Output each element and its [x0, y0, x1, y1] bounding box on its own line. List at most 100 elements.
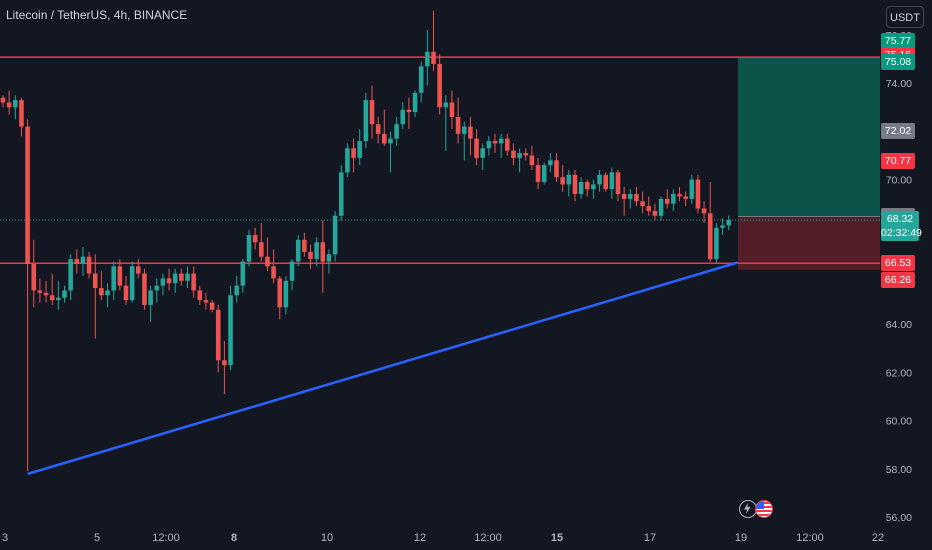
candle-body [31, 263, 37, 291]
candle-body [191, 273, 196, 291]
price-tick-label: 56.00 [886, 512, 912, 524]
candle-body [222, 360, 227, 366]
profit-zone [738, 57, 880, 217]
candle-body [166, 278, 172, 284]
candle-body [259, 242, 264, 257]
candle-body [185, 273, 190, 281]
loss-zone [738, 216, 880, 270]
candle-body [265, 256, 270, 267]
candle-body [683, 196, 688, 199]
candle-body [701, 208, 707, 214]
time-tick-label: 15 [551, 532, 563, 544]
price-tag: 75.77 [881, 32, 915, 49]
candle-body [25, 126, 30, 264]
candle-body [591, 184, 596, 190]
candle-body [197, 290, 203, 301]
candle-body [209, 302, 215, 310]
candle-body [437, 63, 442, 108]
candle-body [443, 102, 449, 108]
candle-body [554, 160, 559, 178]
candle-body [603, 174, 608, 190]
candle-body [671, 194, 676, 204]
candle-body [277, 278, 283, 308]
candle-body [461, 126, 467, 134]
candle-body [541, 165, 547, 183]
candle-body [203, 300, 209, 303]
candle-body [566, 174, 572, 185]
candle-body [56, 297, 61, 301]
candle-body [154, 285, 160, 291]
candle-body [43, 292, 49, 296]
candle-body [308, 251, 313, 260]
candle-body [129, 266, 135, 301]
candle-body [714, 227, 719, 260]
candle-body [406, 109, 412, 113]
time-tick-label: 3 [2, 532, 8, 544]
candle-body [468, 126, 473, 139]
candle-body [628, 194, 633, 199]
time-tick-label: 19 [735, 532, 747, 544]
candle-body [621, 194, 627, 199]
time-tick-label: 8 [231, 532, 237, 544]
candle-body [369, 100, 375, 125]
candle-body [49, 295, 55, 301]
candle-body [492, 141, 498, 144]
candle-body [418, 66, 424, 93]
candle-body [320, 242, 326, 262]
candle-body [658, 198, 664, 216]
candle-body [111, 266, 116, 291]
candle-body [689, 179, 695, 199]
candle-body [105, 290, 110, 296]
candle-body [511, 150, 516, 158]
candle-body [449, 102, 455, 117]
time-tick-label: 12 [414, 532, 426, 544]
time-tick-label: 10 [321, 532, 333, 544]
candle-body [228, 295, 233, 366]
candle-body [148, 290, 153, 305]
candle-body [37, 290, 43, 293]
candle-body [375, 124, 381, 134]
candle-body [302, 239, 307, 252]
candle-body [357, 141, 362, 158]
us-flag-icon[interactable] [755, 500, 773, 518]
candle-body [707, 213, 713, 260]
candle-body [123, 285, 129, 301]
candle-body [634, 194, 639, 202]
candle-body [431, 51, 436, 64]
candle-body [363, 100, 369, 142]
candle-body [695, 179, 701, 209]
candle-body [523, 153, 529, 156]
candle-body [517, 153, 522, 158]
candle-body [160, 278, 166, 286]
candle-body [289, 261, 295, 281]
candle-body [474, 138, 479, 158]
candle-body [578, 182, 584, 195]
candle-body [117, 266, 123, 286]
symbol-title: Litecoin / TetherUS, 4h, BINANCE [6, 8, 188, 22]
candle-body [252, 235, 258, 243]
candle-body [351, 148, 356, 158]
candle-body [68, 259, 73, 291]
candle-body [455, 116, 461, 134]
candle-body [99, 288, 104, 296]
candle-body [80, 256, 86, 264]
candle-body [505, 138, 510, 151]
candle-body [720, 225, 725, 228]
candle-body [62, 290, 67, 298]
candle-body [142, 273, 147, 305]
time-tick-label: 17 [644, 532, 656, 544]
candle-body [677, 194, 682, 197]
price-tick-label: 64.00 [886, 319, 912, 331]
currency-button[interactable]: USDT [886, 6, 924, 28]
candle-body [326, 254, 332, 262]
candle-body [234, 285, 239, 296]
candle-body [332, 215, 338, 255]
price-tag: 72.02 [881, 122, 915, 139]
price-tick-label: 70.00 [886, 175, 912, 187]
current-price-tag: 68.32 02:32:49 [881, 211, 922, 242]
candle-body [664, 198, 670, 204]
candle-body [0, 97, 6, 103]
candle-body [6, 102, 12, 108]
